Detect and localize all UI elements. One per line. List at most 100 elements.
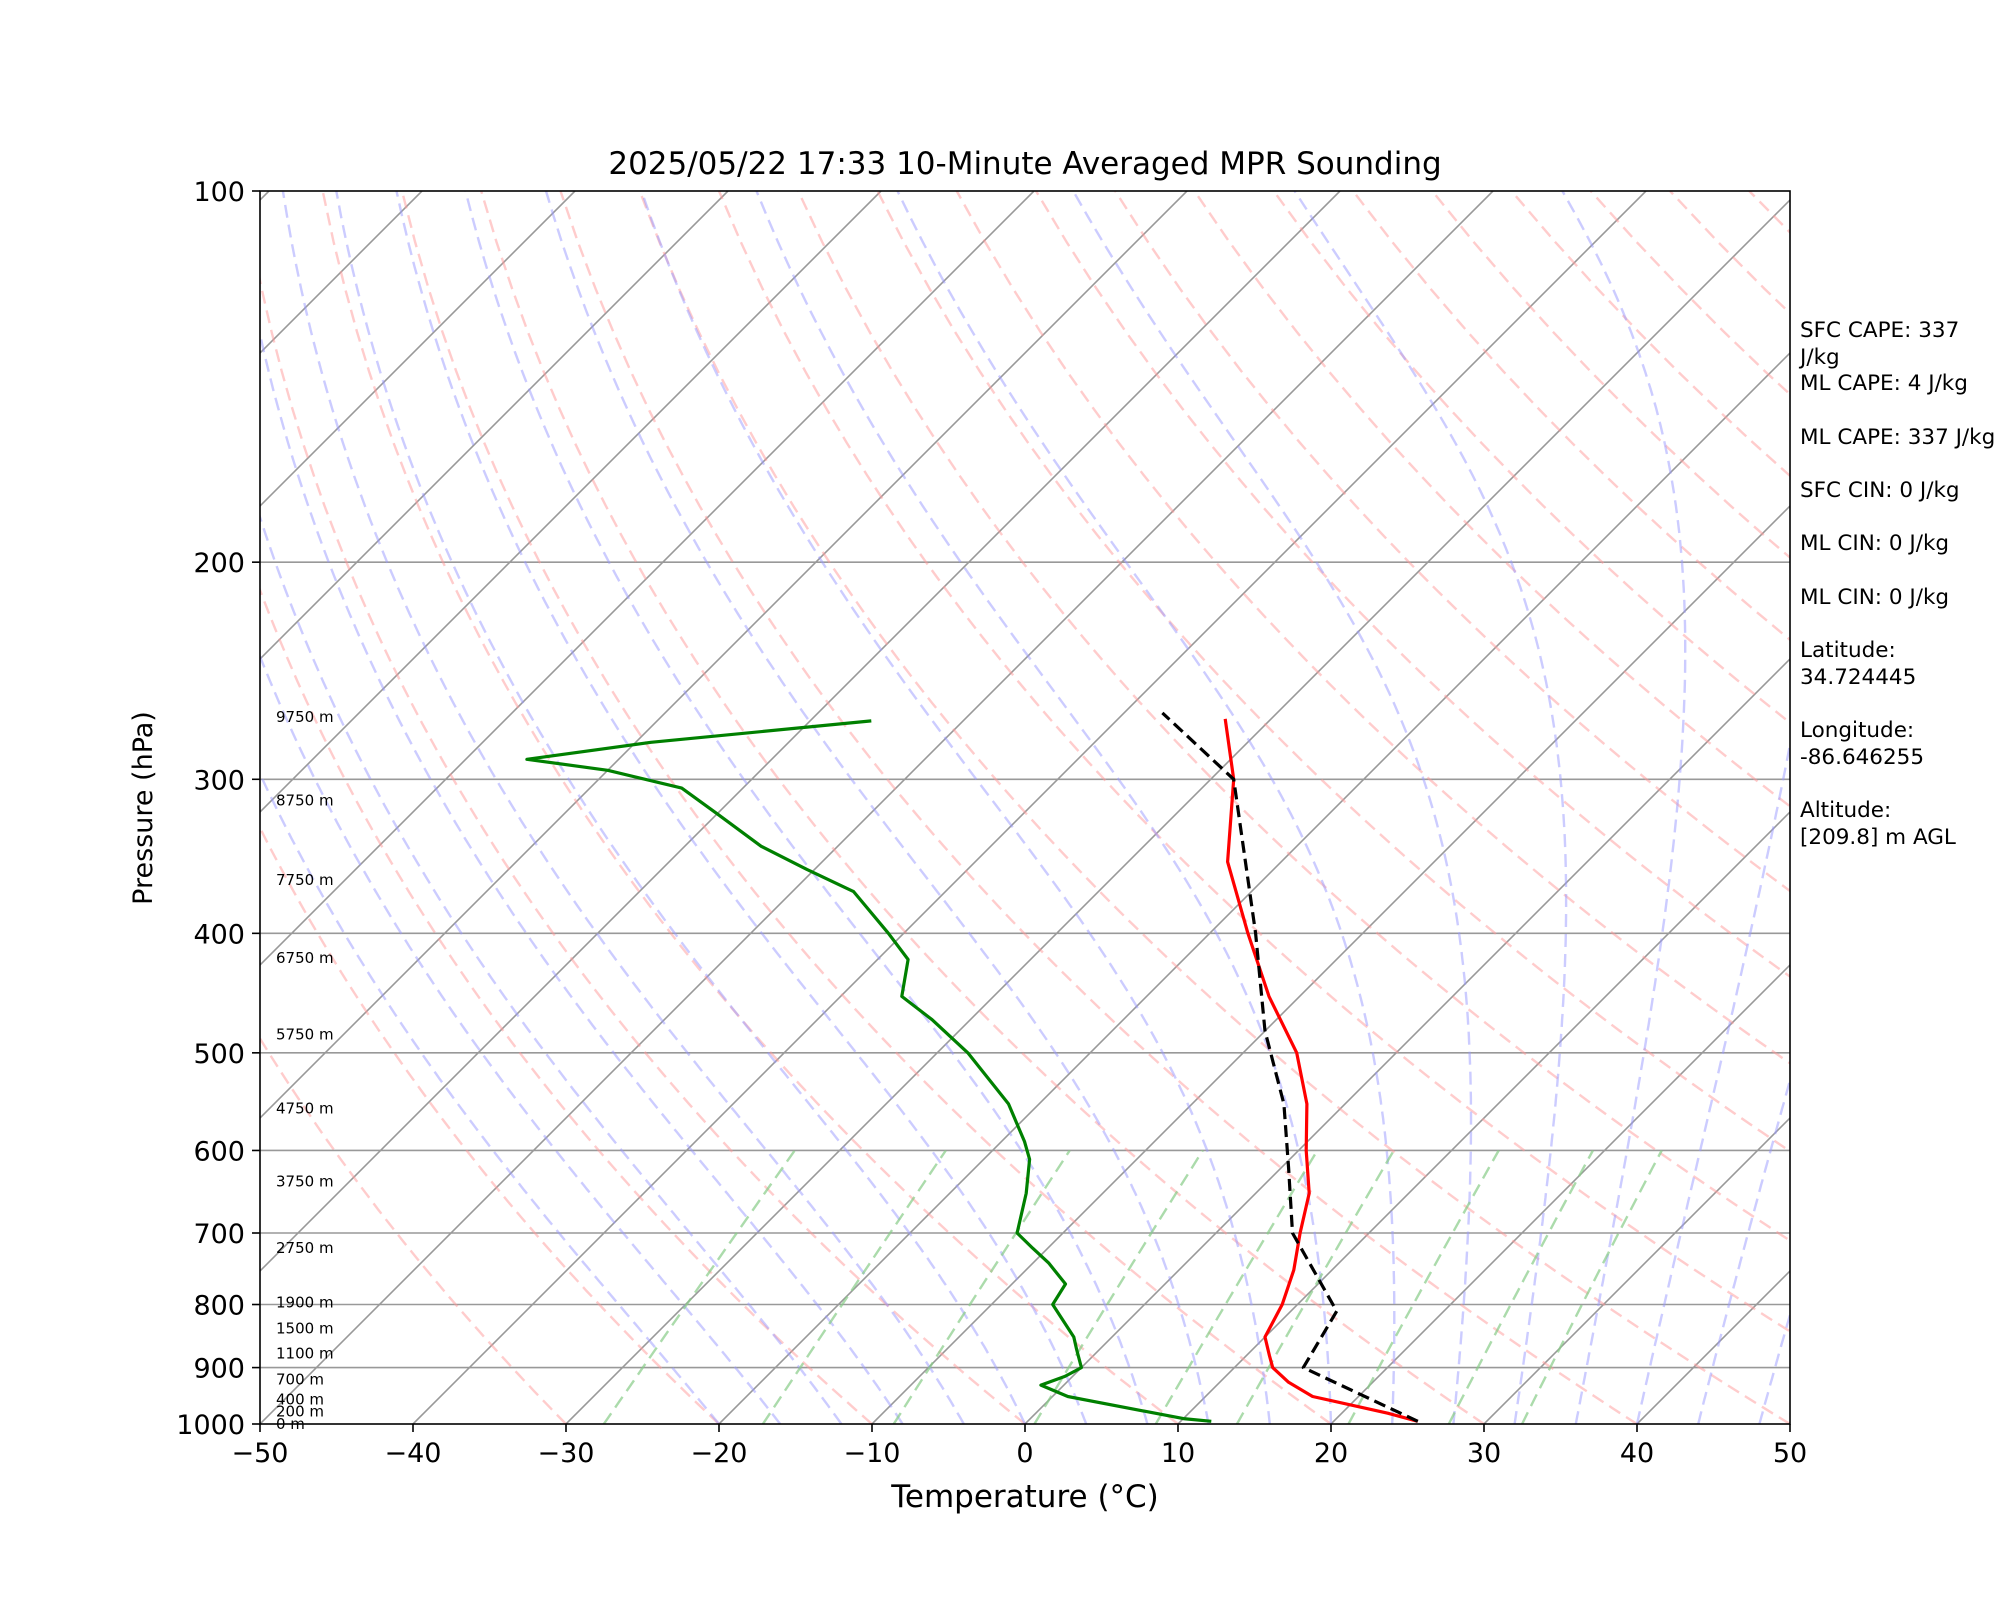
dewpoint-line [525,719,1212,1423]
mixing-ratio-line [1154,1149,1319,1424]
mixing-ratio-line [761,1149,947,1424]
x-tick-label: −30 [538,1438,595,1469]
x-tick-label: −40 [385,1438,442,1469]
sfc-cin: SFC CIN: 0 J/kg [1800,478,1960,503]
height-label: 9750 m [276,708,334,726]
x-tick-label: −20 [691,1438,748,1469]
isotherm-line [412,191,1647,1424]
height-label: 2750 m [276,1239,334,1257]
height-label: 400 m [276,1390,324,1408]
chart-title: 2025/05/22 17:33 10-Minute Averaged MPR … [608,146,1441,182]
height-label: 5750 m [276,1025,334,1043]
isotherm-line [260,191,576,508]
mixing-ratio-line [1347,1149,1500,1424]
isotherm-line [260,191,1035,967]
moist-adiabat-line [896,191,1396,1424]
x-tick-label: 10 [1161,1438,1195,1469]
x-tick-label: −50 [232,1438,289,1469]
y-tick-label: 800 [193,1291,245,1322]
height-label: 1900 m [276,1293,334,1311]
height-label: 7750 m [276,871,334,889]
dry-adiabat-line [260,825,720,1424]
sounding-profiles [525,711,1419,1423]
y-tick-label: 900 [193,1354,245,1385]
height-label: 200 m [276,1403,324,1421]
moist-adiabat-line [260,653,782,1424]
y-tick-label: 200 [193,548,245,579]
x-tick-label: 50 [1773,1438,1807,1469]
height-label: 4750 m [276,1100,334,1118]
x-tick-label: −10 [844,1438,901,1469]
height-label: 1100 m [276,1345,334,1363]
isotherm-line [260,191,1341,1273]
y-tick-label: 500 [193,1039,245,1070]
mixing-ratio-line [892,1149,1071,1424]
y-tick-label: 100 [193,177,245,208]
x-tick-label: 0 [1016,1438,1033,1469]
height-label: 6750 m [276,949,334,967]
moist-adiabat-line [260,513,843,1424]
dry-adiabat-line [480,191,1485,1424]
y-tick-label: 1000 [176,1410,245,1441]
dry-adiabat-line [321,191,1179,1424]
height-label: 1500 m [276,1320,334,1338]
mixing-ratio-line [1521,1149,1663,1424]
isotherm-line [871,504,1790,1424]
dry-adiabat-line [400,191,1332,1424]
x-axis-label: Temperature (°C) [890,1479,1159,1515]
moist-adiabat-line [1561,191,1687,1424]
altitude-readout: Altitude: [209.8] m AGL [1800,798,1956,850]
isotherm-line [1177,810,1790,1424]
moist-adiabat-line [1697,1076,1790,1424]
moist-adiabat-line [1758,1310,1790,1424]
x-tick-label: 30 [1467,1438,1501,1469]
moist-adiabat-line [281,191,965,1424]
dry-adiabat-line [638,191,1790,1424]
ml-cape-1: ML CAPE: 4 J/kg [1800,371,1968,396]
isotherm-line [260,191,1494,1424]
isotherm-line [260,191,729,661]
parcel-line [1161,711,1419,1423]
dry-adiabat-line [876,191,1790,1153]
isotherm-line [1330,963,1790,1424]
mixing-ratio-line [1235,1149,1395,1424]
moist-adiabat-line [260,329,904,1424]
moist-adiabat-line [1635,738,1790,1424]
height-label: 3750 m [276,1173,334,1191]
x-tick-label: 20 [1314,1438,1348,1469]
dry-adiabat-line [955,191,1790,1065]
isotherm-line [260,191,1188,1120]
ml-cin-1: ML CIN: 0 J/kg [1800,531,1950,556]
isotherm-line [1483,1116,1790,1424]
dry-adiabat-line [797,191,1790,1243]
y-tick-label: 300 [193,765,245,796]
y-tick-label: 700 [193,1219,245,1250]
axis-ticks: −50 −40 −30 −20 −10 0 10 20 30 40 50 100 200 300 400 50… [176,177,1807,1469]
y-tick-label: 400 [193,919,245,950]
dry-adiabat-line [717,191,1790,1333]
ml-cape-2: ML CAPE: 337 J/kg [1800,425,1996,450]
mixing-ratio-line [1033,1149,1204,1424]
dry-adiabat-line [260,274,1026,1424]
ml-cin-2: ML CIN: 0 J/kg [1800,585,1950,610]
moist-adiabat-line [755,191,1333,1424]
latitude-readout: Latitude: 34.724445 [1800,638,1917,690]
mixing-ratio-line [602,1149,796,1424]
dry-adiabat-line [1034,191,1790,979]
moist-adiabat-line [1293,191,1568,1424]
moist-adiabat-line [544,191,1210,1424]
moist-adiabat-line [640,191,1271,1424]
isotherm-line [260,191,882,814]
y-axis-label: Pressure (hPa) [128,711,159,905]
y-tick-label: 600 [193,1136,245,1167]
height-label: 700 m [276,1370,324,1388]
moist-adiabat-line [464,191,1149,1424]
moist-adiabat-line [335,191,1027,1424]
background-grid-lines [260,191,1790,1424]
sfc-cape: SFC CAPE: 337 J/kg [1800,318,1960,370]
height-label: 8750 m [276,791,334,809]
temperature-line [1223,718,1419,1423]
isotherm-line [718,351,1790,1424]
